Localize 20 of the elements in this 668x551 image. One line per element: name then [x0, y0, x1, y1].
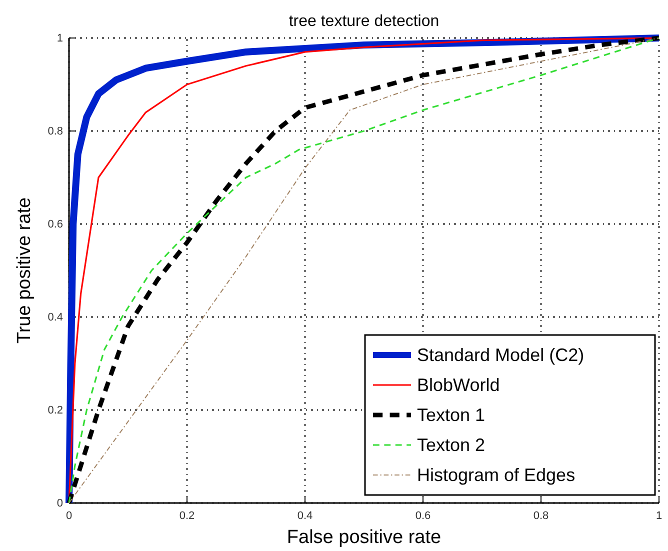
chart-title: tree texture detection: [288, 13, 440, 30]
legend-label: BlobWorld: [417, 375, 500, 395]
x-tick-label: 0.8: [533, 510, 549, 522]
x-tick-label: 0.2: [179, 510, 195, 522]
x-axis-title: False positive rate: [286, 527, 442, 548]
x-tick-label: 0: [66, 510, 72, 522]
y-tick-label: 0.4: [48, 312, 63, 324]
legend-label: Texton 2: [417, 435, 486, 455]
y-tick-label: 0.8: [48, 126, 63, 138]
legend-label: Texton 1: [417, 405, 486, 425]
y-tick-label: 0.2: [48, 404, 63, 417]
legend-label: Histogram of Edges: [417, 465, 576, 485]
y-tick-label: 0: [56, 498, 63, 510]
y-tick-label: 1: [56, 32, 63, 45]
y-axis-title: True positive rate: [14, 197, 35, 344]
legend-label: Standard Model (C2): [417, 345, 584, 365]
y-tick-label: 0.6: [48, 218, 63, 231]
x-tick-label: 0.4: [297, 510, 313, 522]
x-tick-label: 0.6: [415, 510, 431, 522]
x-tick-label: 1: [656, 510, 662, 522]
